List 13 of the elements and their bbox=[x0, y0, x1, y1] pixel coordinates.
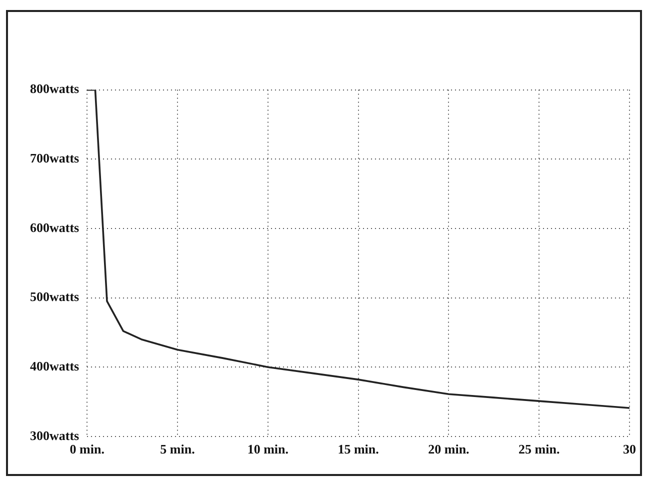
y-tick-label: 600watts bbox=[30, 220, 80, 235]
x-tick-label: 15 min. bbox=[338, 442, 379, 457]
y-tick-label: 300watts bbox=[30, 428, 80, 443]
x-tick-label: 5 min. bbox=[160, 442, 195, 457]
y-tick-label: 400watts bbox=[30, 358, 80, 374]
x-tick-label: 10 min. bbox=[247, 442, 288, 457]
x-tick-label: 20 min. bbox=[428, 442, 470, 457]
x-tick-label: 0 min. bbox=[70, 442, 104, 457]
x-tick-label: 25 min. bbox=[518, 442, 560, 457]
x-tick-label: 30 bbox=[623, 442, 636, 457]
y-tick-label: 700watts bbox=[30, 150, 80, 166]
y-tick-label: 500watts bbox=[30, 289, 80, 304]
y-tick-label: 800watts bbox=[30, 81, 80, 96]
